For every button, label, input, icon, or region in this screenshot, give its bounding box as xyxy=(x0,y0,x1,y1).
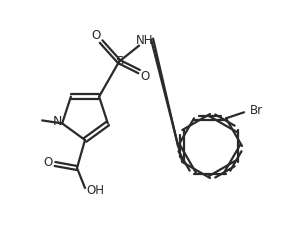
Text: S: S xyxy=(115,55,123,68)
Text: O: O xyxy=(140,70,150,83)
Text: OH: OH xyxy=(86,183,104,197)
Text: O: O xyxy=(43,156,53,168)
Text: N: N xyxy=(53,115,62,128)
Text: O: O xyxy=(91,29,101,42)
Text: Br: Br xyxy=(249,104,263,117)
Text: NH: NH xyxy=(136,34,154,47)
